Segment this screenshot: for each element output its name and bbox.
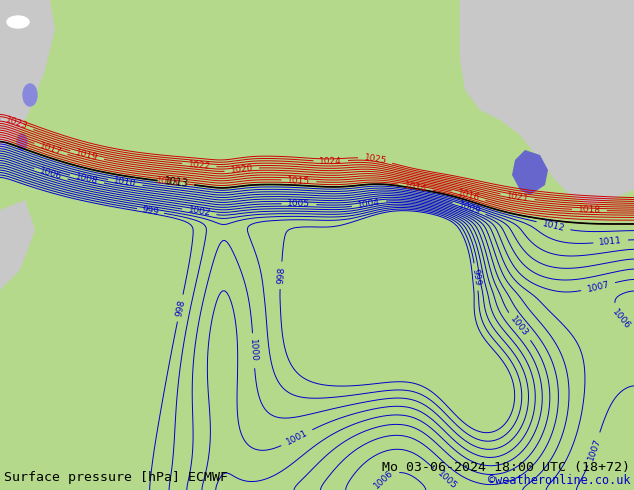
Text: 1014: 1014 [404, 181, 428, 194]
Text: 998: 998 [174, 299, 186, 318]
Text: 1002: 1002 [187, 205, 211, 218]
Text: Mo 03-06-2024 18:00 UTC (18+72): Mo 03-06-2024 18:00 UTC (18+72) [382, 461, 630, 474]
Text: 1025: 1025 [363, 153, 387, 166]
Text: 999: 999 [141, 205, 160, 217]
Text: 1011: 1011 [599, 236, 623, 247]
Text: 1021: 1021 [505, 191, 529, 203]
Polygon shape [512, 150, 548, 195]
Text: Surface pressure [hPa] ECMWF: Surface pressure [hPa] ECMWF [4, 471, 228, 484]
Text: 1023: 1023 [4, 116, 29, 131]
Text: 1015: 1015 [287, 175, 311, 186]
Text: 1005: 1005 [287, 199, 311, 209]
Text: 1009: 1009 [457, 200, 482, 216]
Text: 1006: 1006 [39, 167, 63, 182]
Text: 1018: 1018 [578, 205, 601, 215]
Text: 1022: 1022 [188, 160, 211, 171]
Text: 1017: 1017 [39, 141, 63, 157]
Text: 1016: 1016 [456, 188, 481, 203]
Text: 1006: 1006 [611, 307, 632, 331]
Text: 1006: 1006 [372, 468, 395, 490]
Text: 1019: 1019 [75, 148, 99, 163]
Text: 1000: 1000 [249, 339, 259, 363]
Text: 998: 998 [276, 267, 286, 284]
Text: 1013: 1013 [155, 176, 179, 188]
Polygon shape [460, 0, 634, 205]
Ellipse shape [23, 84, 37, 106]
Text: 1005: 1005 [436, 469, 458, 490]
Text: 1024: 1024 [320, 157, 342, 166]
Text: 1010: 1010 [113, 176, 137, 189]
Ellipse shape [17, 134, 27, 150]
Text: 1001: 1001 [285, 429, 309, 447]
Text: 1008: 1008 [75, 172, 99, 186]
Text: 999: 999 [470, 268, 482, 286]
Text: 1020: 1020 [230, 164, 254, 175]
Text: 1012: 1012 [541, 219, 566, 233]
Ellipse shape [7, 16, 29, 28]
Text: 1003: 1003 [509, 315, 530, 339]
Polygon shape [0, 0, 55, 150]
Text: 1007: 1007 [586, 280, 611, 294]
Polygon shape [0, 200, 35, 290]
Text: 1004: 1004 [357, 197, 381, 210]
Text: 1013: 1013 [163, 176, 189, 189]
Text: 1007: 1007 [586, 437, 602, 462]
Text: ©weatheronline.co.uk: ©weatheronline.co.uk [488, 474, 630, 487]
